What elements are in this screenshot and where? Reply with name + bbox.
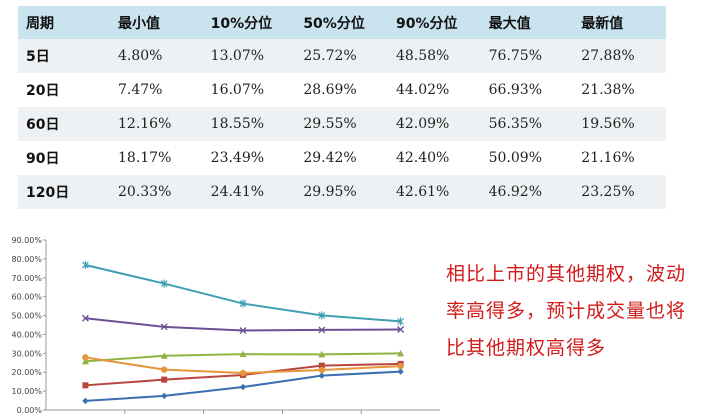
data-point-square [161,376,168,383]
data-point-x [160,323,168,331]
table-cell: 4.80% [110,39,203,73]
y-tick-label: 30.00% [11,349,42,358]
series-line-5 [85,264,401,323]
table-header-row: 周期 最小值 10%分位 50%分位 90%分位 最大值 最新值 [18,6,666,39]
table-cell: 23.25% [573,175,666,209]
y-tick-label: 20.00% [11,368,42,377]
y-tick-label: 40.00% [11,330,42,339]
data-point-triangle [81,357,89,365]
data-point-diamond [239,383,247,391]
data-point-star [81,261,89,270]
y-tick-label: 70.00% [11,274,42,283]
header-p90: 90%分位 [387,6,481,39]
header-period: 周期 [18,6,110,39]
table-row: 120日 20.33% 24.41% 29.95% 42.61% 46.92% … [18,175,666,209]
table-cell: 12.16% [110,107,203,141]
table-cell-period: 20日 [18,73,110,107]
table-cell: 18.55% [202,107,296,141]
y-tick-label: 60.00% [11,293,42,302]
data-point-square [318,362,325,369]
header-latest: 最新值 [573,6,666,39]
y-tick-label: 80.00% [11,255,42,264]
table-cell: 56.35% [480,107,574,141]
table-row: 60日 12.16% 18.55% 29.55% 42.09% 56.35% 1… [18,107,666,141]
table-cell: 21.38% [573,73,666,107]
data-point-diamond [161,392,168,400]
table-cell: 20.33% [110,175,203,209]
data-point-triangle [160,352,168,359]
table-cell-period: 90日 [18,141,110,175]
data-point-star [160,279,168,288]
header-min: 最小值 [110,6,203,39]
table-cell: 24.41% [202,175,296,209]
data-point-circle [82,354,89,361]
volatility-line-chart: 0.00% 10.00% 20.00% 30.00% 40.00% 50.00% 60.00… [4,232,444,416]
table-cell: 42.40% [387,141,481,175]
table-cell: 28.69% [295,73,388,107]
chart-comment: 相比上市的其他期权，波动 率高得多，预计成交量也将 比其他期权高得多 [446,256,718,367]
table-cell: 48.58% [387,39,481,73]
table-row: 90日 18.17% 23.49% 29.42% 42.40% 50.09% 2… [18,141,666,175]
table-row: 5日 4.80% 13.07% 25.72% 48.58% 76.75% 27.… [18,39,666,73]
data-point-square [82,382,89,389]
data-point-circle [318,366,325,374]
data-point-star [239,299,247,308]
y-tick-label: 50.00% [11,312,42,321]
data-point-diamond [318,372,325,379]
table-cell: 29.95% [295,175,388,209]
header-p50: 50%分位 [295,6,388,39]
table-cell: 18.17% [110,141,203,175]
table-cell: 42.61% [387,175,481,209]
data-point-circle [239,369,247,377]
table-cell: 44.02% [387,73,481,107]
data-point-x [318,326,326,334]
table-cell-period: 120日 [18,175,110,209]
data-point-star [318,311,326,320]
table-row: 20日 7.47% 16.07% 28.69% 44.02% 66.93% 21… [18,73,666,107]
table-cell: 46.92% [480,175,574,209]
table-cell: 42.09% [387,107,481,141]
table-cell: 23.49% [202,141,296,175]
data-point-triangle [397,349,405,357]
table-cell: 13.07% [202,39,296,73]
header-max: 最大值 [480,6,574,39]
comment-line: 相比上市的其他期权，波动 [446,263,687,285]
volatility-stats-table: 周期 最小值 10%分位 50%分位 90%分位 最大值 最新值 5日 4.80… [18,6,666,209]
data-point-diamond [82,397,89,405]
line-chart-svg: 0.00% 10.00% 20.00% 30.00% 40.00% 50.00% 60.00… [11,236,440,415]
comment-line: 比其他期权高得多 [446,337,607,359]
table-cell: 76.75% [480,39,574,73]
data-point-circle [397,362,404,370]
table-cell: 29.55% [295,107,388,141]
data-point-x [397,326,405,333]
table-cell: 19.56% [573,107,666,141]
table-cell: 27.88% [573,39,666,73]
table-cell: 66.93% [480,73,574,107]
table-cell: 16.07% [202,73,296,107]
table-cell-period: 5日 [18,39,110,73]
data-point-x [81,314,89,322]
table-cell: 29.42% [295,141,388,175]
y-tick-label: 90.00% [11,236,42,245]
table-cell: 25.72% [295,39,388,73]
data-point-triangle [239,350,247,358]
header-p10: 10%分位 [202,6,296,39]
data-point-x [239,327,247,334]
data-point-circle [161,366,168,373]
data-point-triangle [318,350,326,358]
comment-line: 率高得多，预计成交量也将 [446,300,687,322]
y-tick-label: 0.00% [17,406,43,415]
data-point-diamond [397,368,404,375]
y-tick-label: 10.00% [11,387,42,396]
table-cell: 7.47% [110,73,203,107]
table-cell: 50.09% [480,141,574,175]
data-point-star [397,317,405,326]
series-line-4 [85,317,401,332]
table-cell: 21.16% [573,141,666,175]
table-cell-period: 60日 [18,107,110,141]
